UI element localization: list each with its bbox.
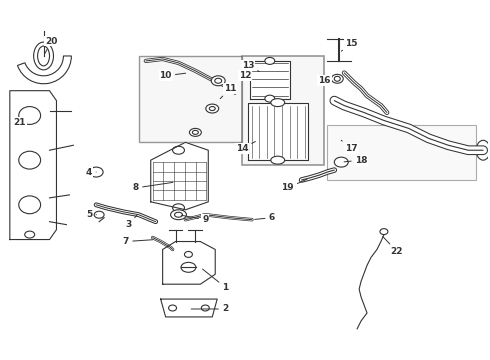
Ellipse shape bbox=[172, 146, 184, 154]
Ellipse shape bbox=[169, 305, 176, 311]
Ellipse shape bbox=[271, 99, 285, 107]
Text: 10: 10 bbox=[159, 71, 186, 80]
Text: 20: 20 bbox=[45, 37, 58, 54]
Ellipse shape bbox=[190, 129, 201, 136]
Ellipse shape bbox=[201, 305, 209, 311]
Ellipse shape bbox=[174, 212, 182, 217]
Text: 5: 5 bbox=[86, 210, 97, 219]
Text: 11: 11 bbox=[220, 84, 236, 99]
Ellipse shape bbox=[211, 76, 225, 86]
Text: 18: 18 bbox=[344, 156, 368, 165]
Ellipse shape bbox=[193, 130, 198, 134]
Text: 15: 15 bbox=[342, 39, 357, 51]
Text: 17: 17 bbox=[341, 140, 358, 153]
Ellipse shape bbox=[380, 229, 388, 235]
Polygon shape bbox=[151, 142, 208, 210]
Ellipse shape bbox=[172, 204, 184, 212]
Bar bbox=[327, 125, 476, 180]
Text: 3: 3 bbox=[126, 215, 137, 229]
Polygon shape bbox=[10, 91, 56, 239]
Ellipse shape bbox=[215, 78, 221, 83]
Ellipse shape bbox=[19, 151, 41, 169]
Bar bbox=[139, 56, 242, 142]
Ellipse shape bbox=[171, 210, 187, 220]
Text: 19: 19 bbox=[281, 179, 307, 193]
Text: 1: 1 bbox=[202, 269, 228, 292]
Text: 21: 21 bbox=[14, 118, 26, 127]
Wedge shape bbox=[18, 56, 72, 84]
Ellipse shape bbox=[181, 262, 196, 272]
Polygon shape bbox=[248, 103, 308, 160]
Polygon shape bbox=[163, 242, 215, 284]
Polygon shape bbox=[250, 61, 290, 99]
Text: 14: 14 bbox=[236, 141, 255, 153]
Bar bbox=[242, 56, 324, 165]
Text: 16: 16 bbox=[318, 76, 335, 85]
Ellipse shape bbox=[19, 196, 41, 214]
Text: 12: 12 bbox=[239, 71, 251, 80]
Ellipse shape bbox=[184, 251, 193, 257]
Ellipse shape bbox=[334, 157, 348, 167]
Ellipse shape bbox=[19, 107, 41, 125]
Ellipse shape bbox=[24, 231, 35, 238]
Text: 22: 22 bbox=[383, 237, 403, 256]
Ellipse shape bbox=[271, 156, 285, 164]
Text: 7: 7 bbox=[122, 237, 153, 246]
Ellipse shape bbox=[334, 76, 340, 81]
Text: 6: 6 bbox=[255, 213, 275, 222]
Ellipse shape bbox=[476, 140, 490, 160]
Text: 2: 2 bbox=[191, 305, 228, 314]
Ellipse shape bbox=[265, 95, 275, 102]
Ellipse shape bbox=[265, 58, 275, 64]
Ellipse shape bbox=[206, 104, 219, 113]
Polygon shape bbox=[161, 299, 217, 317]
Ellipse shape bbox=[38, 46, 49, 66]
Ellipse shape bbox=[209, 107, 215, 111]
Ellipse shape bbox=[94, 211, 104, 218]
Text: 4: 4 bbox=[86, 167, 96, 176]
Text: 13: 13 bbox=[242, 62, 259, 72]
Text: 8: 8 bbox=[133, 183, 173, 193]
Ellipse shape bbox=[331, 74, 343, 83]
Ellipse shape bbox=[34, 42, 53, 70]
Text: 9: 9 bbox=[181, 215, 209, 224]
Ellipse shape bbox=[89, 167, 103, 177]
